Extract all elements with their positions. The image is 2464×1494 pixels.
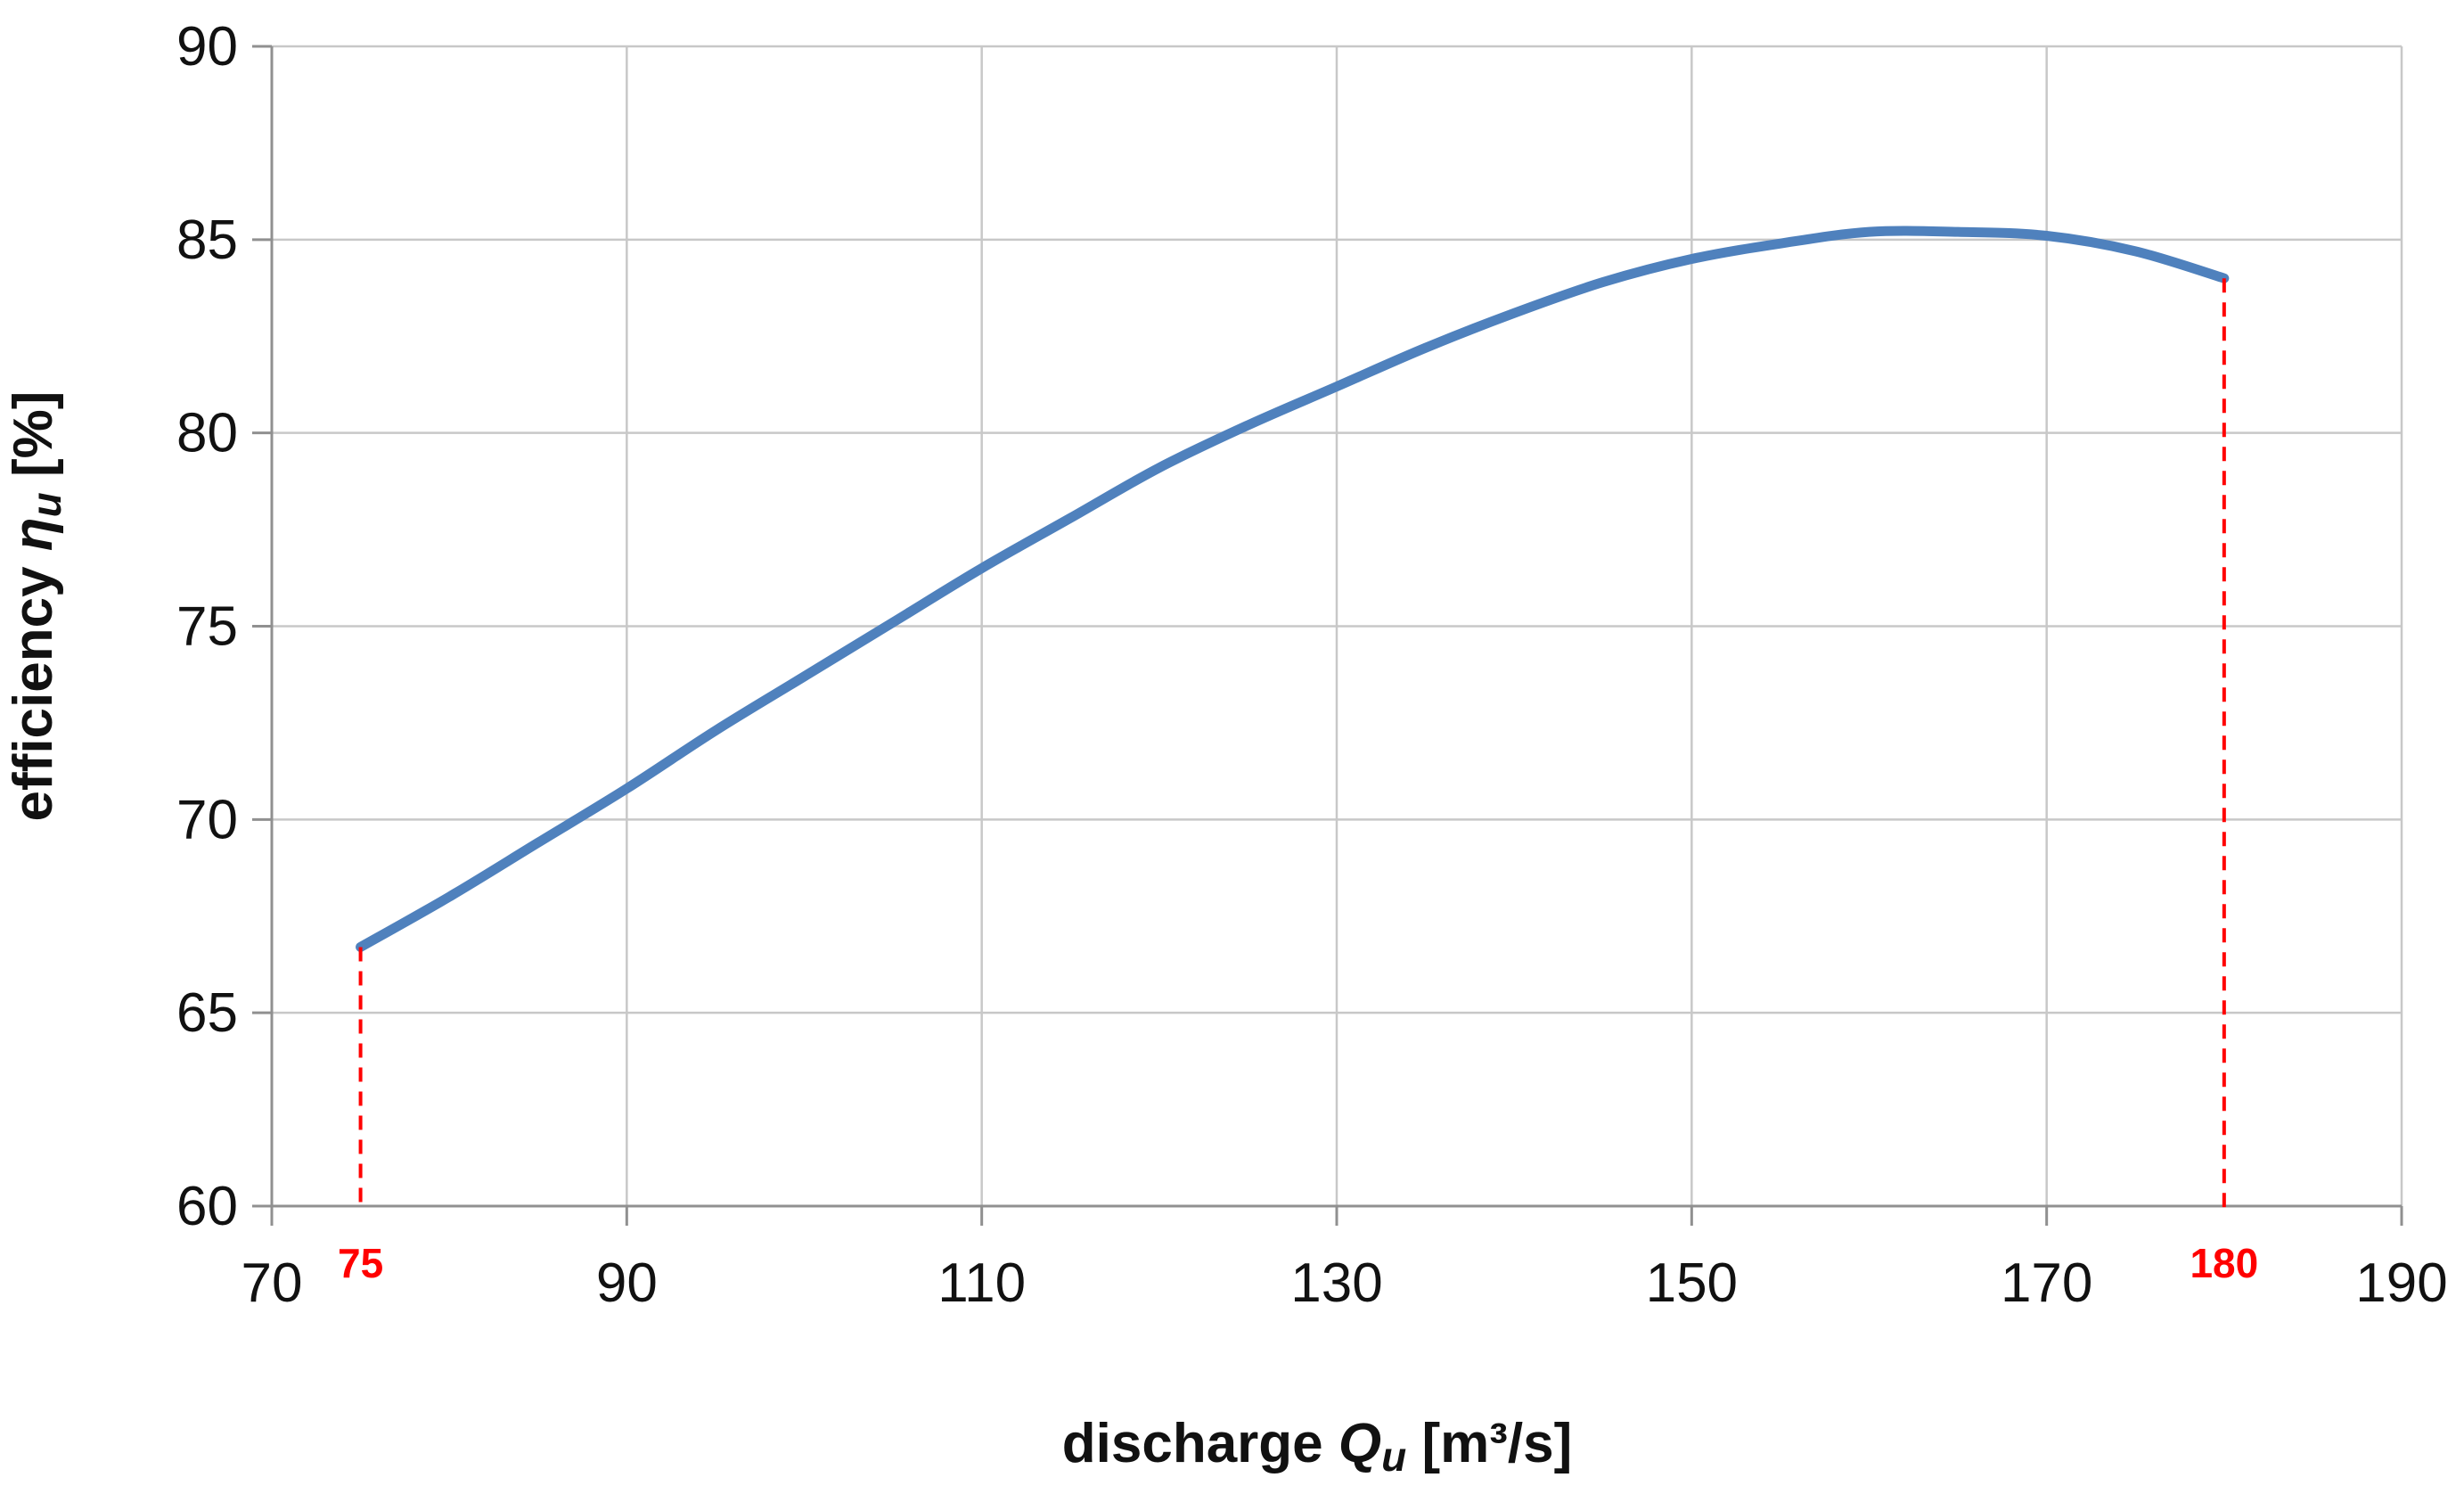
x-axis-title: discharge Qu [m³/s] <box>1062 1413 1572 1480</box>
x-tick-label: 90 <box>596 1252 658 1314</box>
y-tick-label: 70 <box>176 789 238 850</box>
range-markers: 75 180 <box>338 278 2258 1286</box>
y-tick-label: 85 <box>176 209 238 271</box>
y-tick-label: 60 <box>176 1176 238 1237</box>
efficiency-curve <box>356 226 2230 952</box>
x-tick-label: 150 <box>1646 1252 1738 1314</box>
y-tick-label: 90 <box>176 16 238 78</box>
marker-label: 180 <box>2190 1240 2258 1286</box>
y-tick-label: 80 <box>176 403 238 464</box>
x-tick-label: 70 <box>241 1252 303 1314</box>
grid-lines <box>252 45 2403 1226</box>
y-tick-label: 75 <box>176 596 238 658</box>
x-tick-label: 190 <box>2355 1252 2447 1314</box>
x-tick-label: 130 <box>1290 1252 1382 1314</box>
series-lines <box>356 226 2230 952</box>
y-tick-label: 65 <box>176 982 238 1044</box>
y-axis-title: efficiency ηu [%] <box>3 391 70 822</box>
x-tick-label: 170 <box>2001 1252 2092 1314</box>
tick-labels: 60 65 70 75 80 85 90 70 90 110 130 150 170 190 <box>176 16 2448 1314</box>
marker-label: 75 <box>338 1240 383 1286</box>
x-tick-label: 110 <box>937 1252 1026 1314</box>
